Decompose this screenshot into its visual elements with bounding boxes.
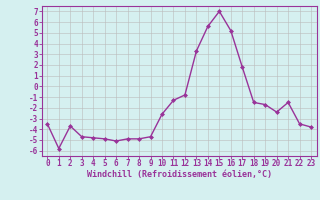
X-axis label: Windchill (Refroidissement éolien,°C): Windchill (Refroidissement éolien,°C) (87, 170, 272, 179)
